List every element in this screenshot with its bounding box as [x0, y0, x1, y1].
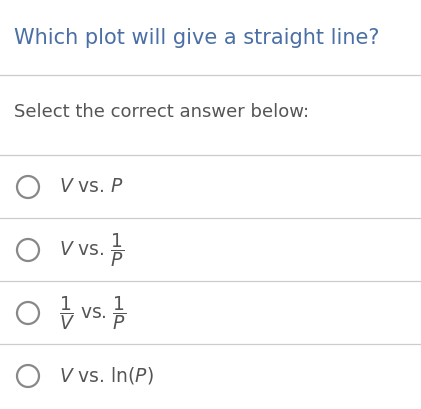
- Text: Select the correct answer below:: Select the correct answer below:: [14, 103, 309, 121]
- Text: Which plot will give a straight line?: Which plot will give a straight line?: [14, 28, 379, 48]
- Text: $\mathit{V}$ vs. $\dfrac{1}{P}$: $\mathit{V}$ vs. $\dfrac{1}{P}$: [59, 231, 125, 269]
- Text: $\dfrac{1}{V}$ vs. $\dfrac{1}{P}$: $\dfrac{1}{V}$ vs. $\dfrac{1}{P}$: [59, 294, 127, 332]
- Text: $\mathit{V}$ vs. $\mathit{P}$: $\mathit{V}$ vs. $\mathit{P}$: [59, 178, 124, 196]
- Text: $\mathit{V}$ vs. ln$(\mathit{P})$: $\mathit{V}$ vs. ln$(\mathit{P})$: [59, 366, 154, 387]
